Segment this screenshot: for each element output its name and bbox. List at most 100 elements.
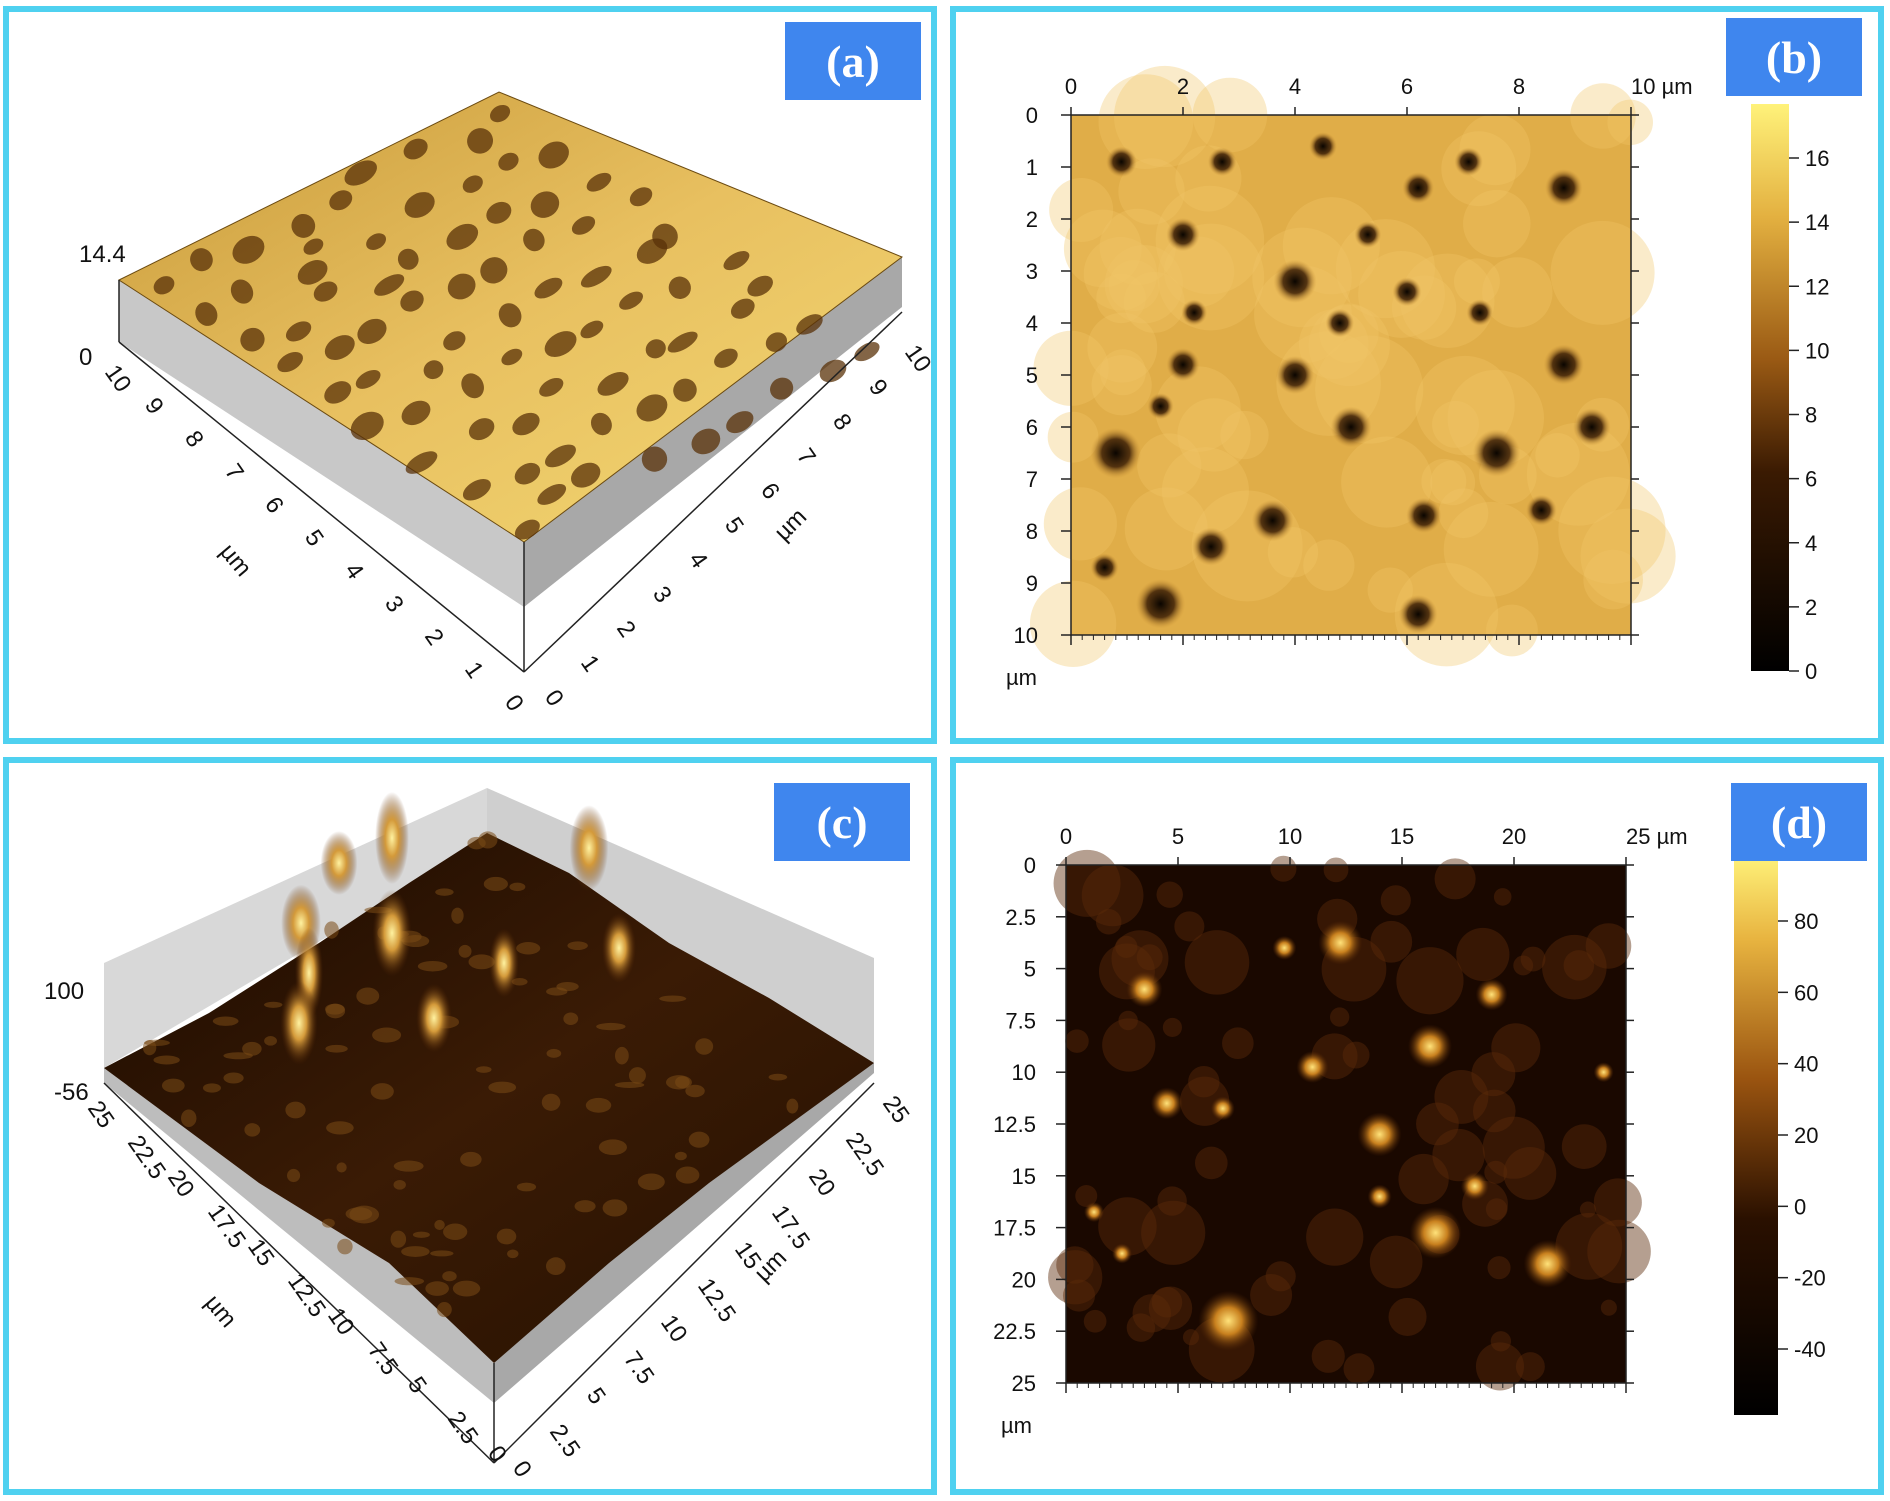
- surface-pit: [498, 152, 519, 171]
- surface-pit: [350, 411, 384, 441]
- surface-pits: [1029, 65, 1676, 667]
- surface-texture: [574, 1200, 596, 1213]
- left-axis-tick-label: 8: [179, 426, 209, 452]
- surface-pit: [597, 372, 629, 396]
- dim-grain: [1098, 1197, 1157, 1256]
- surface-texture: [475, 1066, 492, 1073]
- light-patch: [1124, 487, 1208, 571]
- left-axis-tick-label: 22.5: [122, 1130, 171, 1184]
- panel-label: (c): [774, 783, 910, 861]
- dim-grain: [1600, 1299, 1617, 1316]
- surface-pit: [1398, 594, 1438, 634]
- z-max-label: 100: [44, 978, 84, 1005]
- bright-grain: [1126, 971, 1163, 1008]
- y-axis-tick-label: 7.5: [1005, 1008, 1036, 1033]
- x-axis-tick-label: 15: [1390, 824, 1414, 849]
- light-patch: [1113, 65, 1216, 168]
- dim-grain: [1484, 1160, 1508, 1184]
- dim-grain: [1432, 1128, 1485, 1182]
- light-patch: [1394, 562, 1499, 667]
- left-axis-tick-label: 2: [419, 624, 449, 650]
- left-axis-tick-label: 3: [379, 591, 409, 617]
- surface-pit: [423, 360, 444, 380]
- z-max-label: 14.4: [79, 241, 126, 268]
- surface-pit: [400, 290, 424, 312]
- surface-texture: [628, 1067, 646, 1084]
- surface-texture: [202, 1083, 221, 1093]
- light-patch: [1099, 349, 1146, 396]
- dim-grain: [1311, 1339, 1345, 1373]
- surface-texture: [264, 1036, 277, 1046]
- surface-pit: [730, 298, 755, 319]
- colorbar-tick-label: 8: [1805, 403, 1817, 428]
- dim-grain: [1342, 1041, 1370, 1069]
- surface-pit: [514, 519, 540, 540]
- surface-texture: [442, 1271, 457, 1282]
- dim-grain: [1520, 946, 1546, 972]
- colorbar-tick-label: 40: [1794, 1052, 1818, 1077]
- surface-texture: [598, 1139, 627, 1156]
- surface-pit: [366, 233, 387, 250]
- surface-pit: [190, 248, 213, 272]
- dim-grain: [1369, 1235, 1423, 1289]
- surface-texture: [596, 1022, 626, 1031]
- surface-pit: [652, 223, 678, 250]
- dim-grain: [1111, 930, 1169, 988]
- colorbar-ticks: 16 14 12 10 8 6 4 2 0: [1789, 146, 1829, 684]
- dim-grain: [1485, 1198, 1508, 1220]
- dim-grain: [1487, 1256, 1511, 1280]
- light-patch: [1098, 74, 1194, 170]
- surface-pit: [668, 276, 691, 299]
- front-left-wall: [104, 1068, 494, 1403]
- y-axis-tick-label: 2: [1026, 207, 1038, 232]
- surface-pit: [230, 279, 254, 304]
- y-axis-tick-label: 10: [1014, 623, 1038, 648]
- colorbar-tick-label: 60: [1794, 980, 1818, 1005]
- surface-pit: [629, 187, 653, 207]
- x-axis-tick-label: 10: [1278, 824, 1302, 849]
- left-axis-tick-label: 5: [402, 1372, 432, 1398]
- surface-texture: [452, 1280, 481, 1297]
- axis-ticks: 0 5 10 15 20 25 µm 0 2.5 5 7.5 10 12.5 15 17.5 20 22.5 2…: [993, 824, 1687, 1396]
- surface-pit: [313, 281, 338, 302]
- surface-pit: [501, 348, 523, 366]
- surface-pit: [1454, 147, 1483, 177]
- surface-pit: [285, 321, 312, 342]
- surface-pit: [534, 277, 563, 299]
- colorbar-tick-label: 0: [1794, 1194, 1806, 1219]
- right-axis-tick-label: 6: [755, 478, 785, 504]
- x-axis-tick-label: 8: [1513, 74, 1525, 99]
- left-axis-tick-label: 4: [339, 558, 369, 584]
- surface-texture: [181, 1109, 197, 1127]
- light-patch: [1029, 580, 1117, 667]
- surface-pit: [619, 291, 643, 310]
- surface-pit: [530, 191, 560, 218]
- left-axis-tick-label: 12.5: [282, 1268, 331, 1322]
- surface-pit: [1166, 348, 1200, 382]
- light-patch: [1570, 83, 1636, 149]
- surface-pit: [586, 172, 612, 192]
- surface-pit: [397, 248, 419, 270]
- dim-grain: [1434, 858, 1476, 900]
- surface-pit: [636, 394, 668, 422]
- surface-texture: [541, 1093, 561, 1111]
- light-patch: [1123, 271, 1185, 333]
- surface-texture: [516, 942, 541, 955]
- surface-texture: [336, 1162, 347, 1173]
- surface-texture: [324, 921, 339, 939]
- light-patch: [1341, 436, 1433, 528]
- surface-pit: [1147, 393, 1174, 420]
- left-axis-tick-label: 5: [299, 525, 329, 551]
- surface-texture: [585, 1097, 612, 1113]
- surface-texture: [325, 1044, 348, 1053]
- surface-pit: [673, 378, 697, 402]
- surface-pit: [580, 265, 612, 288]
- light-patch: [1063, 209, 1142, 288]
- surface-peak: [280, 981, 318, 1065]
- surface-peak: [320, 831, 358, 895]
- surface-texture: [516, 1182, 537, 1192]
- panel-d: 0 5 10 15 20 25 µm 0 2.5 5 7.5 10 12.5 15 17.5 20 22.5 2…: [950, 757, 1884, 1495]
- surface-pit: [544, 444, 576, 468]
- dim-grain: [1579, 1201, 1596, 1218]
- surface-pit: [641, 446, 668, 472]
